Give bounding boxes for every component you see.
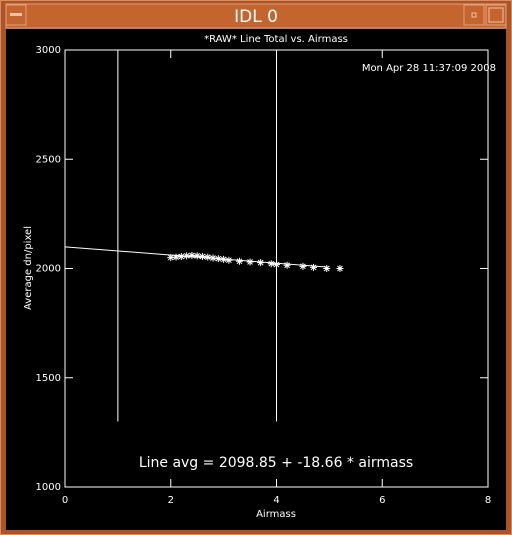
asterisk-marker (209, 254, 217, 262)
menu-icon (10, 13, 22, 16)
asterisk-marker (267, 260, 275, 268)
x-tick-label: 4 (273, 495, 279, 506)
y-tick-label: 2000 (36, 264, 61, 275)
x-tick-label: 6 (379, 495, 385, 506)
asterisk-marker (225, 256, 233, 264)
annotation: Line avg = 2098.85 + -18.66 * airmass (139, 455, 413, 471)
chart: *RAW* Line Total vs. Airmass Mon Apr 28 … (23, 34, 496, 520)
title-bar (5, 3, 507, 29)
asterisk-marker (177, 252, 185, 260)
asterisk-marker (336, 265, 344, 272)
asterisk-marker (198, 252, 206, 260)
asterisk-marker (167, 254, 175, 262)
timestamp: Mon Apr 28 11:37:09 2008 (362, 63, 496, 74)
x-tick-label: 8 (485, 495, 491, 506)
asterisk-marker (299, 262, 307, 270)
asterisk-marker (204, 253, 212, 261)
minimize-icon (471, 12, 477, 18)
asterisk-marker (273, 261, 280, 269)
x-tick-label: 2 (168, 495, 174, 506)
asterisk-marker (214, 255, 222, 263)
asterisk-marker (188, 251, 196, 259)
asterisk-marker (283, 261, 291, 269)
asterisk-marker (220, 255, 228, 263)
asterisk-marker (193, 252, 201, 260)
plot-window (6, 29, 506, 530)
asterisk-marker (257, 259, 265, 267)
minimize-button[interactable] (463, 4, 485, 26)
asterisk-marker (172, 253, 180, 261)
maximize-icon (488, 7, 504, 23)
chart-title: *RAW* Line Total vs. Airmass (204, 34, 348, 45)
asterisk-marker (310, 263, 318, 271)
x-tick-label: 0 (62, 495, 68, 506)
y-tick-label: 1500 (36, 373, 61, 384)
asterisk-marker (183, 252, 191, 260)
y-tick-label: 2500 (36, 154, 61, 165)
asterisk-marker (323, 265, 331, 272)
asterisk-marker (246, 258, 254, 266)
window-title: IDL 0 (234, 7, 278, 27)
maximize-button[interactable] (485, 4, 507, 26)
asterisk-marker (235, 257, 243, 265)
y-tick-label: 1000 (36, 482, 61, 493)
x-axis-label: Airmass (256, 509, 296, 520)
y-axis-label: Average dn/pixel (23, 226, 34, 310)
y-tick-label: 3000 (36, 45, 61, 56)
